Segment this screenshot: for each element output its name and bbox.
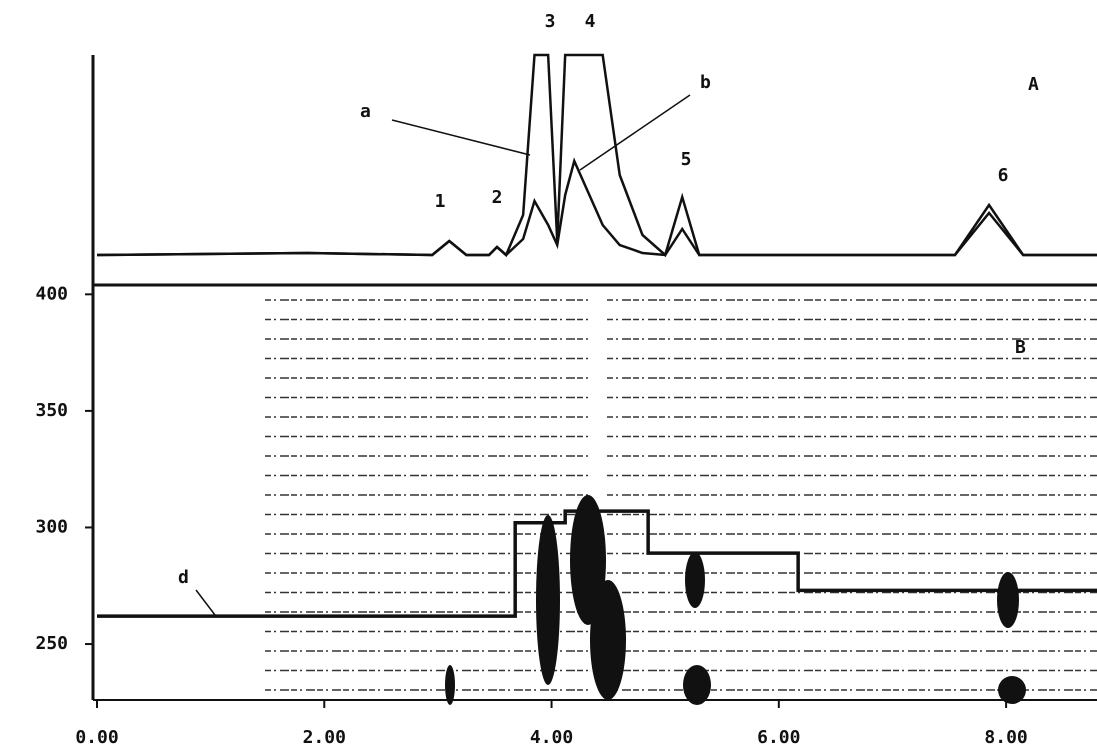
y-tick-label: 300 <box>35 516 68 537</box>
contour <box>536 515 560 685</box>
contour <box>683 665 711 705</box>
leader-line <box>195 589 216 616</box>
peak-label: 2 <box>492 187 503 208</box>
contour <box>570 495 606 625</box>
y-tick-label: 400 <box>35 283 68 304</box>
program-line <box>97 509 1097 618</box>
contour-blobs <box>445 495 1026 705</box>
leader-line <box>579 94 691 171</box>
x-tick-label: 6.00 <box>757 727 800 748</box>
panel-label: B <box>1015 337 1026 358</box>
y-tick-label: 250 <box>35 633 68 654</box>
trace <box>96 53 1097 258</box>
trace <box>96 157 1097 257</box>
peak-label: 4 <box>585 11 596 32</box>
peak-label: 5 <box>681 149 692 170</box>
contour <box>445 665 455 705</box>
y-tick-label: 350 <box>35 400 68 421</box>
x-tick-label: 2.00 <box>303 727 346 748</box>
panel-label: A <box>1028 74 1039 95</box>
leader-line <box>391 119 531 156</box>
trace-label: b <box>700 72 711 93</box>
contour <box>998 676 1026 704</box>
contour <box>590 580 626 700</box>
x-tick-label: 0.00 <box>75 727 118 748</box>
x-tick-label: 4.00 <box>530 727 573 748</box>
peak-label: 6 <box>998 165 1009 186</box>
trace-label: a <box>360 101 371 122</box>
peak-label: 3 <box>545 11 556 32</box>
x-tick-label: 8.00 <box>984 727 1027 748</box>
texture-layer <box>265 299 1097 691</box>
peak-label: 1 <box>435 191 446 212</box>
contour <box>685 552 705 608</box>
trace-label: d <box>178 567 189 588</box>
contour <box>997 572 1019 628</box>
